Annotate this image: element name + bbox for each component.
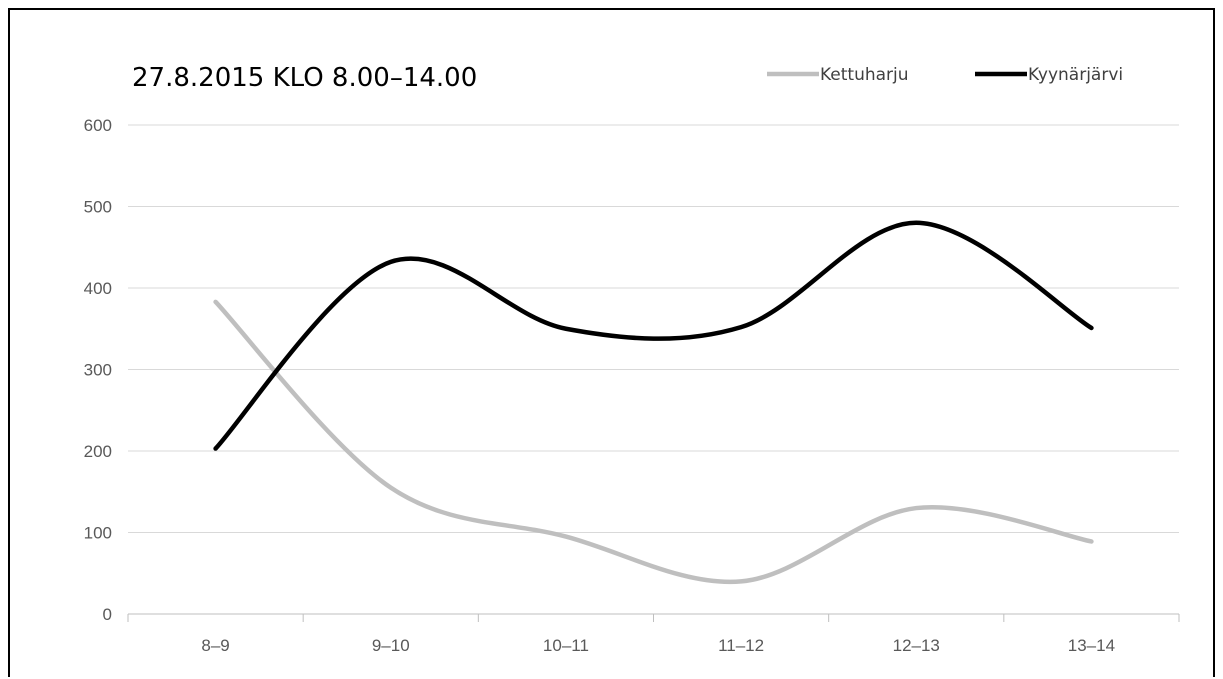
legend-label-kyyn-rj-rvi: Kyynärjärvi bbox=[1028, 65, 1123, 85]
series-line-kettuharju bbox=[213, 299, 1094, 585]
y-tick-label: 100 bbox=[84, 524, 112, 543]
x-tick-label: 13–14 bbox=[1068, 636, 1115, 655]
x-tick-label: 11–12 bbox=[718, 636, 764, 655]
x-tick-label: 9–10 bbox=[372, 636, 410, 655]
line-chart: 0 100 200 300 400 500 600 8–9 9–10 10–11 11–12 12–… bbox=[84, 63, 1180, 655]
chart-title: 27.8.2015 KLO 8.00–14.00 bbox=[132, 63, 477, 93]
x-tick-label: 12–13 bbox=[893, 636, 940, 655]
series-lines bbox=[213, 220, 1094, 585]
y-tick-label: 0 bbox=[103, 605, 112, 624]
gridlines bbox=[128, 124, 1179, 533]
x-tick-label: 8–9 bbox=[201, 636, 229, 655]
y-axis-tick-labels: 0 100 200 300 400 500 600 bbox=[84, 116, 112, 624]
y-tick-label: 400 bbox=[84, 279, 112, 298]
y-tick-label: 300 bbox=[84, 361, 112, 380]
x-axis-tick-labels: 8–9 9–10 10–11 11–12 12–13 13–14 bbox=[201, 636, 1115, 655]
series-line-kyyn-rj-rvi bbox=[213, 220, 1094, 451]
chart-frame: 0 100 200 300 400 500 600 8–9 9–10 10–11 11–12 12–… bbox=[8, 8, 1215, 677]
y-tick-label: 500 bbox=[84, 198, 112, 217]
legend-label-kettuharju: Kettuharju bbox=[820, 65, 909, 85]
x-axis bbox=[127, 613, 1180, 622]
legend: Kettuharju Kyynärjärvi bbox=[767, 65, 1123, 85]
y-tick-label: 600 bbox=[84, 116, 112, 135]
x-tick-label: 10–11 bbox=[543, 636, 589, 655]
y-tick-label: 200 bbox=[84, 442, 112, 461]
